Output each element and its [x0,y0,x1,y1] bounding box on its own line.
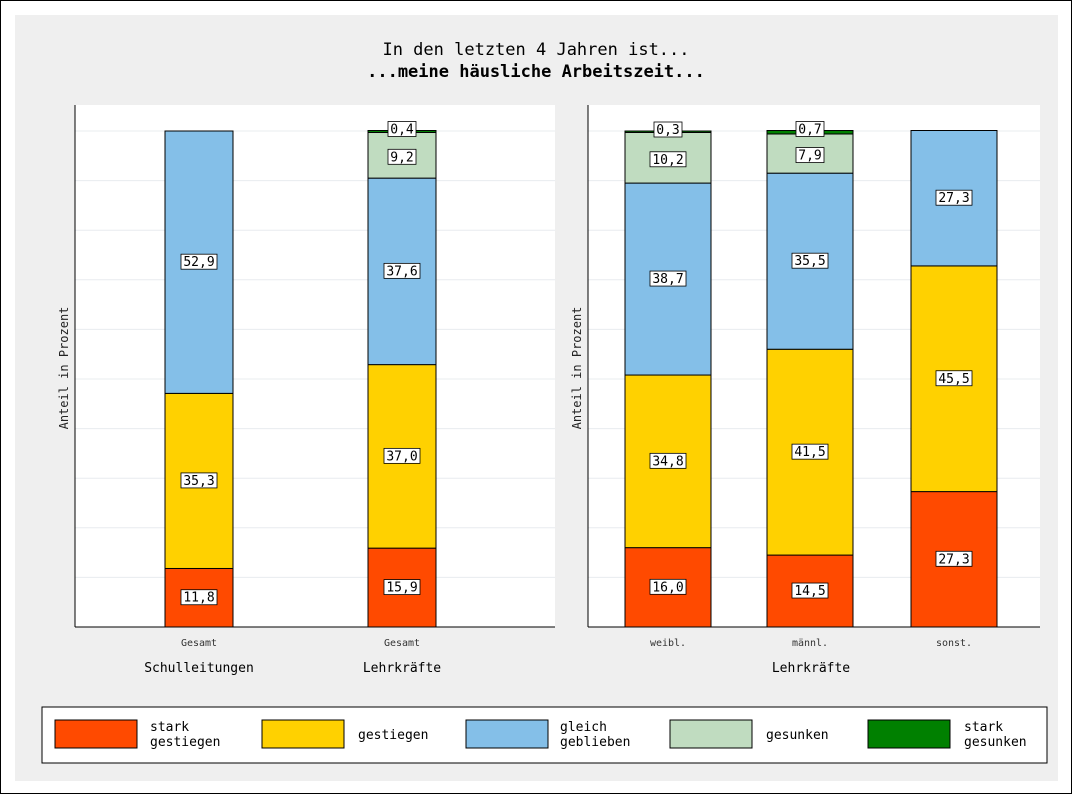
data-label: 11,8 [183,591,214,606]
data-label: 14,5 [794,584,825,599]
legend-swatch [669,719,753,749]
data-label-box [649,578,687,595]
data-label: 38,7 [652,272,683,287]
data-label-box [180,589,218,606]
legend-swatch [465,719,549,749]
data-label-box [791,443,829,460]
data-label: 27,3 [938,552,969,567]
data-label: 15,9 [386,581,417,596]
plot-area [75,105,555,627]
panel-2: Anteil in Prozent 16,0 34,8 38,7 10,2 0,3 weib… [570,105,1040,676]
panel-1: Anteil in Prozent 11,8 35,3 52,9 Gesamt 15,9 3… [57,105,555,676]
data-label: 0,7 [798,123,821,138]
data-label-box [180,472,218,489]
group-label: Lehrkräfte [772,661,850,676]
legend-swatch [261,719,345,749]
data-label-box [649,151,687,168]
data-label: 34,8 [652,454,683,469]
legend-label: gesunken [766,728,829,743]
legend-swatch [54,719,138,749]
data-label-box [649,270,687,287]
chart-title: In den letzten 4 Jahren ist... [382,40,690,60]
data-label-box [383,262,421,279]
data-label-box [935,550,973,567]
legend-label-line1: stark [964,720,1003,735]
chart-subtitle: ...meine häusliche Arbeitszeit... [367,62,705,82]
data-label: 16,0 [652,580,683,595]
data-label: 0,3 [656,123,679,138]
data-label-box [180,253,218,270]
x-tick-label: Gesamt [181,638,217,649]
data-label: 37,6 [386,264,417,279]
data-label: 35,3 [183,474,214,489]
data-label: 0,4 [390,123,414,138]
legend-swatch [867,719,951,749]
legend-label-line2: gestiegen [150,735,220,750]
data-label: 9,2 [390,150,413,165]
y-axis-label: Anteil in Prozent [57,307,71,430]
legend-item: gestiegen [261,719,428,749]
data-label-box [795,121,825,137]
group-label: Schulleitungen [144,661,254,676]
data-label-box [383,447,421,464]
data-label-box [795,147,825,163]
bar-segment [910,130,998,267]
legend-label-line1: gleich [560,720,607,735]
data-label-box [935,370,973,387]
data-label-box [387,121,417,137]
data-label-box [649,452,687,469]
data-label: 7,9 [798,149,821,164]
data-label: 35,5 [794,254,825,269]
data-label-box [387,148,417,165]
legend-label: gestiegen [358,728,428,743]
legend-label-line1: stark [150,720,189,735]
data-label: 10,2 [652,153,683,168]
x-tick-label: Gesamt [384,638,420,649]
legend-label-line2: gesunken [964,735,1027,750]
data-label: 45,5 [938,372,969,387]
data-label-box [935,189,973,206]
data-label-box [791,582,829,599]
data-label-box [383,579,421,595]
x-tick-label: männl. [792,638,828,649]
data-label: 27,3 [938,191,969,206]
data-label-box [653,121,683,138]
data-label: 52,9 [183,255,214,270]
x-tick-label: sonst. [936,638,972,649]
data-label-box [791,252,829,269]
legend-item: gesunken [669,719,829,749]
data-label: 37,0 [386,449,417,464]
x-tick-label: weibl. [650,638,686,649]
data-label: 41,5 [794,445,825,460]
y-axis-label: Anteil in Prozent [570,307,584,430]
group-label: Lehrkräfte [363,661,441,676]
legend-label-line2: geblieben [560,735,630,750]
